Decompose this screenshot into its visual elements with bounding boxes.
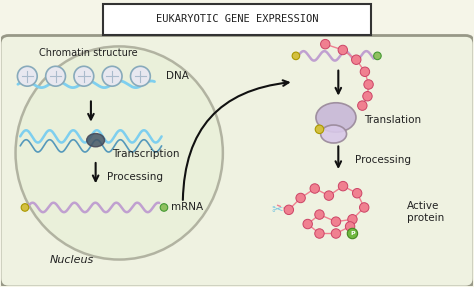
Circle shape: [315, 229, 324, 238]
Circle shape: [331, 229, 341, 238]
FancyBboxPatch shape: [103, 4, 371, 34]
Circle shape: [18, 66, 37, 86]
Circle shape: [364, 80, 374, 89]
Circle shape: [374, 52, 381, 60]
Circle shape: [324, 191, 334, 200]
Circle shape: [347, 228, 357, 239]
Text: Processing: Processing: [108, 172, 164, 182]
Text: P: P: [350, 231, 355, 236]
Circle shape: [331, 217, 341, 226]
Circle shape: [315, 125, 324, 133]
Circle shape: [315, 210, 324, 219]
Text: Translation: Translation: [364, 115, 421, 125]
Text: Nucleus: Nucleus: [50, 255, 94, 265]
FancyArrowPatch shape: [183, 80, 289, 200]
Circle shape: [352, 55, 361, 65]
Text: Chromatin structure: Chromatin structure: [39, 49, 138, 59]
Ellipse shape: [16, 46, 223, 259]
Circle shape: [310, 184, 319, 193]
Circle shape: [102, 66, 122, 86]
Text: EUKARYOTIC GENE EXPRESSION: EUKARYOTIC GENE EXPRESSION: [156, 14, 318, 24]
Circle shape: [292, 52, 300, 60]
Circle shape: [338, 181, 348, 191]
Text: Transcription: Transcription: [112, 149, 180, 159]
Circle shape: [357, 101, 367, 110]
Text: mRNA: mRNA: [171, 202, 203, 212]
Circle shape: [320, 39, 330, 49]
Ellipse shape: [87, 133, 105, 147]
Circle shape: [303, 219, 312, 229]
Circle shape: [359, 203, 369, 212]
Circle shape: [130, 66, 150, 86]
Circle shape: [74, 66, 94, 86]
Ellipse shape: [320, 125, 346, 143]
Circle shape: [284, 205, 293, 215]
Circle shape: [21, 204, 29, 211]
FancyBboxPatch shape: [0, 36, 474, 287]
Ellipse shape: [316, 103, 356, 132]
Text: ✂: ✂: [271, 203, 283, 217]
Circle shape: [363, 92, 372, 101]
Circle shape: [353, 189, 362, 198]
Circle shape: [160, 204, 168, 211]
Text: DNA: DNA: [166, 71, 189, 81]
Circle shape: [346, 222, 355, 231]
Circle shape: [338, 45, 347, 55]
Text: Processing: Processing: [355, 155, 411, 165]
Text: Active
protein: Active protein: [407, 201, 444, 223]
Circle shape: [360, 67, 370, 77]
Circle shape: [46, 66, 65, 86]
Circle shape: [348, 215, 357, 224]
Circle shape: [296, 193, 305, 203]
